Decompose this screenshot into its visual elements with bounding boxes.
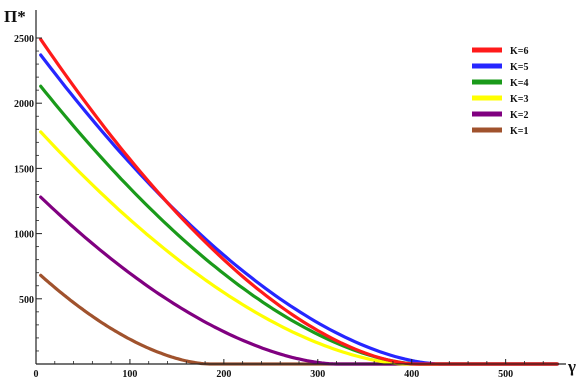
x-tick-label: 400 bbox=[404, 369, 419, 380]
series-line-k-6 bbox=[39, 37, 559, 366]
y-tick-label: 500 bbox=[19, 295, 34, 306]
legend-label: K=6 bbox=[510, 46, 528, 57]
legend-label: K=5 bbox=[510, 62, 528, 73]
y-tick-label: 1000 bbox=[14, 230, 34, 241]
legend-label: K=4 bbox=[510, 78, 528, 89]
series-curves bbox=[39, 37, 559, 366]
series-line-k-3 bbox=[39, 130, 559, 366]
x-tick-label: 200 bbox=[216, 369, 231, 380]
series-line-k-2 bbox=[39, 195, 559, 366]
series-line-k-1 bbox=[39, 273, 559, 366]
x-tick-label: 500 bbox=[498, 369, 513, 380]
series-line-k-5 bbox=[39, 53, 559, 366]
x-axis-title: γ bbox=[567, 357, 576, 376]
legend-label: K=1 bbox=[510, 126, 528, 137]
x-tick-labels: 0 100 200 300 400 500 bbox=[34, 369, 514, 380]
y-tick-label: 1500 bbox=[14, 164, 34, 175]
x-ticks bbox=[35, 359, 544, 364]
x-tick-label: 0 bbox=[34, 369, 39, 380]
y-axis-title: Π* bbox=[4, 7, 26, 26]
legend-label: K=3 bbox=[510, 94, 528, 105]
y-ticks bbox=[36, 37, 42, 352]
legend-label: K=2 bbox=[510, 110, 528, 121]
y-tick-labels: 500 1000 1500 2000 2500 bbox=[14, 34, 34, 306]
x-tick-label: 300 bbox=[310, 369, 325, 380]
x-tick-label: 100 bbox=[122, 369, 137, 380]
y-tick-label: 2500 bbox=[14, 34, 34, 45]
y-tick-label: 2000 bbox=[14, 99, 34, 110]
legend: K=6 K=5 K=4 K=3 K=2 K=1 bbox=[472, 46, 528, 137]
